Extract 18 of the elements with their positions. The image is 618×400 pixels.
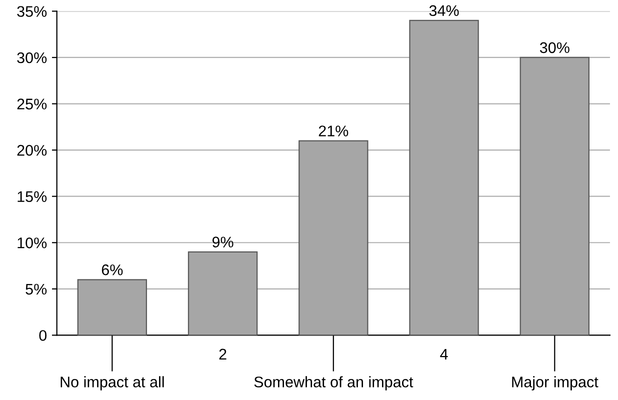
data-label: 6% [102,264,123,276]
data-label: 34% [429,5,459,16]
data-label: 9% [212,236,234,248]
data-label: 30% [540,42,570,54]
y-tick-label: 35% [17,6,47,17]
y-tick-label: 25% [17,98,47,110]
x-tick-label: 4 [440,348,448,360]
y-tick-label: 5% [26,284,47,295]
x-tick-label: Major impact [512,376,598,390]
y-tick-label: 10% [18,237,47,248]
y-tick-label: 30% [17,52,47,64]
y-tick-label: 0 [39,330,47,341]
x-tick-label: Somewhat of an impact [254,376,414,390]
x-tick-label: 2 [219,348,226,360]
y-tick-label: 20% [17,144,47,156]
y-tick-label: 15% [18,191,47,202]
x-tick-label: No impact at all [60,376,164,390]
data-label: 21% [318,126,348,136]
